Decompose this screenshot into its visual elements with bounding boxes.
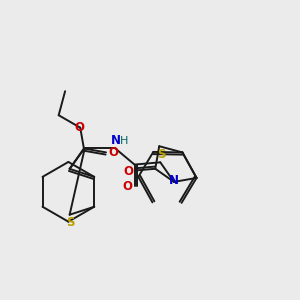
- Text: N: N: [111, 134, 121, 148]
- Text: O: O: [124, 165, 134, 178]
- Text: S: S: [157, 148, 166, 161]
- Text: O: O: [123, 180, 133, 193]
- Text: O: O: [108, 146, 118, 159]
- Text: N: N: [169, 174, 179, 188]
- Text: S: S: [66, 216, 75, 229]
- Text: O: O: [74, 121, 84, 134]
- Text: H: H: [119, 136, 128, 146]
